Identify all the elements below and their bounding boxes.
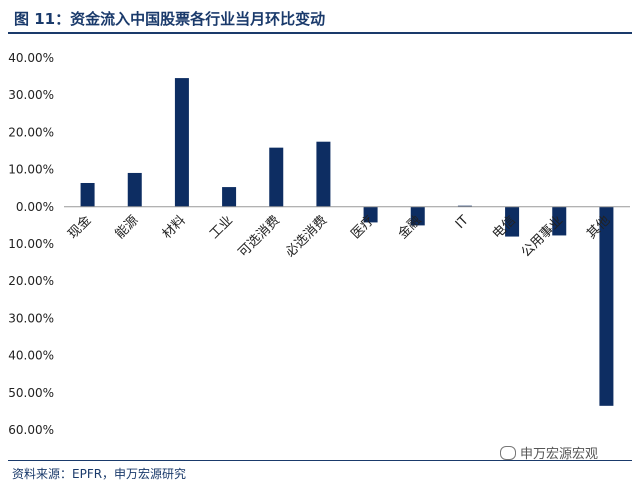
y-tick-label: 40.00%	[8, 349, 54, 363]
bar	[269, 147, 284, 207]
page-title: 图 11：资金流入中国股票各行业当月环比变动	[14, 10, 326, 28]
y-tick-label: 20.00%	[8, 274, 54, 288]
y-tick-label: 40.00%	[8, 51, 54, 65]
bar	[174, 78, 189, 207]
watermark: 申万宏源宏观	[500, 443, 598, 462]
bar	[505, 206, 520, 237]
source-note: 资料来源：EPFR，申万宏源研究	[12, 467, 187, 481]
y-tick-label: 20.00%	[8, 125, 54, 139]
bar	[222, 187, 237, 207]
bar	[127, 172, 142, 207]
footer-divider	[8, 460, 632, 461]
y-tick-label: 10.00%	[8, 163, 54, 177]
category-label: 材料	[160, 213, 189, 242]
y-tick-label: 0.00%	[16, 200, 54, 214]
y-axis: 40.00% 30.00% 20.00% 10.00% 0.00% 10.00% 20.00…	[8, 51, 54, 437]
category-label: 工业	[207, 213, 236, 242]
category-label: 公用事业	[519, 213, 566, 260]
category-label: IT	[453, 213, 472, 232]
category-label: 能源	[113, 213, 142, 242]
watermark-text: 申万宏源宏观	[520, 447, 599, 462]
bar	[599, 206, 614, 406]
bar-chart: 40.00% 30.00% 20.00% 10.00% 0.00% 10.00% 20.00…	[8, 51, 630, 437]
y-tick-label: 30.00%	[8, 311, 54, 325]
category-label: 必选消费	[283, 213, 330, 260]
category-label: 现金	[65, 212, 95, 242]
y-tick-label: 30.00%	[8, 88, 54, 102]
bar	[552, 206, 567, 236]
bar	[410, 206, 425, 226]
title-divider	[8, 32, 632, 34]
category-labels: 现金 能源 材料 工业 可选消费 必选消费 医疗 金融 IT 电信 公用事业 其他	[65, 212, 614, 260]
title-bar: 图 11：资金流入中国股票各行业当月环比变动	[8, 4, 632, 34]
bar	[80, 182, 95, 207]
bars	[80, 78, 614, 406]
wechat-icon	[500, 446, 516, 460]
bar	[316, 141, 331, 207]
y-tick-label: 10.00%	[8, 237, 54, 251]
y-tick-label: 60.00%	[8, 423, 54, 437]
bar	[363, 206, 378, 223]
bar	[457, 205, 472, 207]
y-tick-label: 50.00%	[8, 386, 54, 400]
category-label: 可选消费	[236, 213, 283, 260]
